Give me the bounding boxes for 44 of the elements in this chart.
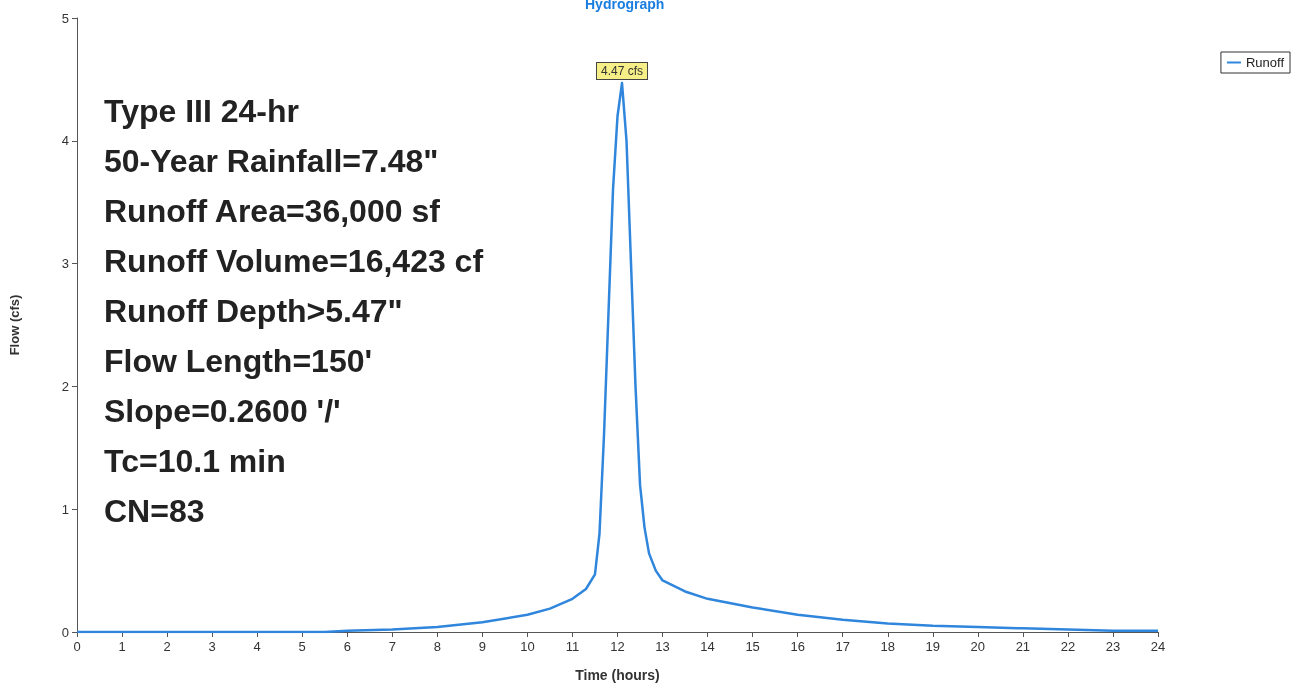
x-tick-label: 18 [880,639,895,654]
x-tick-label: 15 [745,639,760,654]
y-tick-label: 5 [61,10,69,26]
x-tick-label: 9 [478,639,486,654]
x-tick-label: 22 [1060,639,1076,654]
y-tick-label: 2 [61,378,69,394]
x-tick-label: 11 [565,639,580,654]
x-tick-label: 10 [520,639,535,654]
annotation: Runoff Area=36,000 sf [104,193,441,229]
x-tick-label: 14 [700,639,715,654]
x-tick-label: 12 [610,639,625,654]
x-tick-label: 7 [388,639,396,654]
annotation: CN=83 [104,493,205,529]
x-tick-label: 8 [433,639,441,654]
x-tick-label: 1 [118,639,126,654]
x-tick-label: 0 [73,639,81,654]
annotation: Runoff Volume=16,423 cf [104,243,484,279]
x-tick-label: 6 [343,639,351,654]
y-tick-label: 0 [61,624,69,640]
x-tick-label: 21 [1015,639,1031,654]
annotation: Tc=10.1 min [104,443,286,479]
x-tick-label: 16 [790,639,805,654]
y-tick-label: 3 [61,256,69,272]
x-tick-label: 5 [298,639,306,654]
annotation: 50-Year Rainfall=7.48" [104,143,439,179]
legend-label: Runoff [1245,55,1285,70]
x-tick-label: 3 [208,639,216,654]
annotation: Type III 24-hr [104,93,300,129]
x-axis-title: Time (hours) [575,667,660,683]
x-tick-label: 17 [835,639,850,654]
x-tick-label: 23 [1105,639,1121,654]
x-tick-label: 20 [970,639,986,654]
y-tick-label: 1 [61,501,69,517]
x-tick-label: 13 [655,639,670,654]
annotation: Slope=0.2600 '/' [104,393,341,429]
annotation: 4.47 cfs [600,64,644,79]
y-tick-label: 4 [61,133,69,149]
y-axis-title: Flow (cfs) [7,294,22,356]
annotation: Runoff Depth>5.47" [104,293,403,329]
x-tick-label: 4 [253,639,261,654]
x-tick-label: 19 [925,639,941,654]
annotation: Flow Length=150' [104,343,373,379]
x-tick-label: 2 [163,639,171,654]
x-tick-label: 24 [1150,639,1166,654]
